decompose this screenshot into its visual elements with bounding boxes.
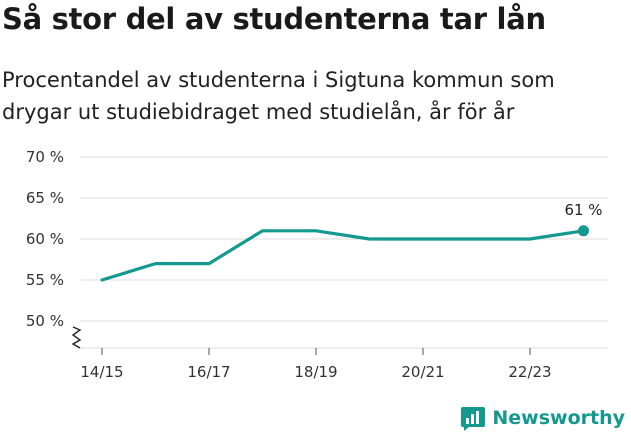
x-tick-label: 20/21: [401, 363, 444, 381]
chart-title: Så stor del av studenterna tar lån: [2, 2, 546, 36]
brand-name: Newsworthy: [492, 407, 625, 429]
newsworthy-logo: Newsworthy: [460, 405, 625, 431]
x-tick-label: 14/15: [80, 363, 123, 381]
y-tick-label: 60 %: [26, 230, 64, 248]
x-tick-label: 18/19: [294, 363, 337, 381]
series-line: [100, 229, 586, 282]
last-point-marker: [578, 225, 589, 237]
end-value-label: 61 %: [564, 201, 602, 219]
y-tick-label: 65 %: [26, 189, 64, 207]
series-lines: [100, 225, 589, 282]
y-tick-label: 70 %: [26, 148, 64, 166]
bar-chart-speech-bubble-icon: [461, 407, 486, 431]
y-axis-tick-labels: 50 % 55 % 60 % 65 % 70 %: [26, 148, 64, 330]
annotations: 61 %: [564, 201, 602, 219]
x-tick-label: 22/23: [508, 363, 551, 381]
y-tick-label: 55 %: [26, 271, 64, 289]
x-tick-label: 16/17: [187, 363, 230, 381]
x-axis: [71, 326, 608, 349]
y-tick-label: 50 %: [26, 312, 64, 330]
chart-subtitle: Procentandel av studenterna i Sigtuna ko…: [2, 68, 555, 124]
axis-break-marker: [71, 326, 82, 349]
x-axis-tick-labels: 14/15 16/17 18/19 20/21 22/23: [80, 348, 552, 381]
